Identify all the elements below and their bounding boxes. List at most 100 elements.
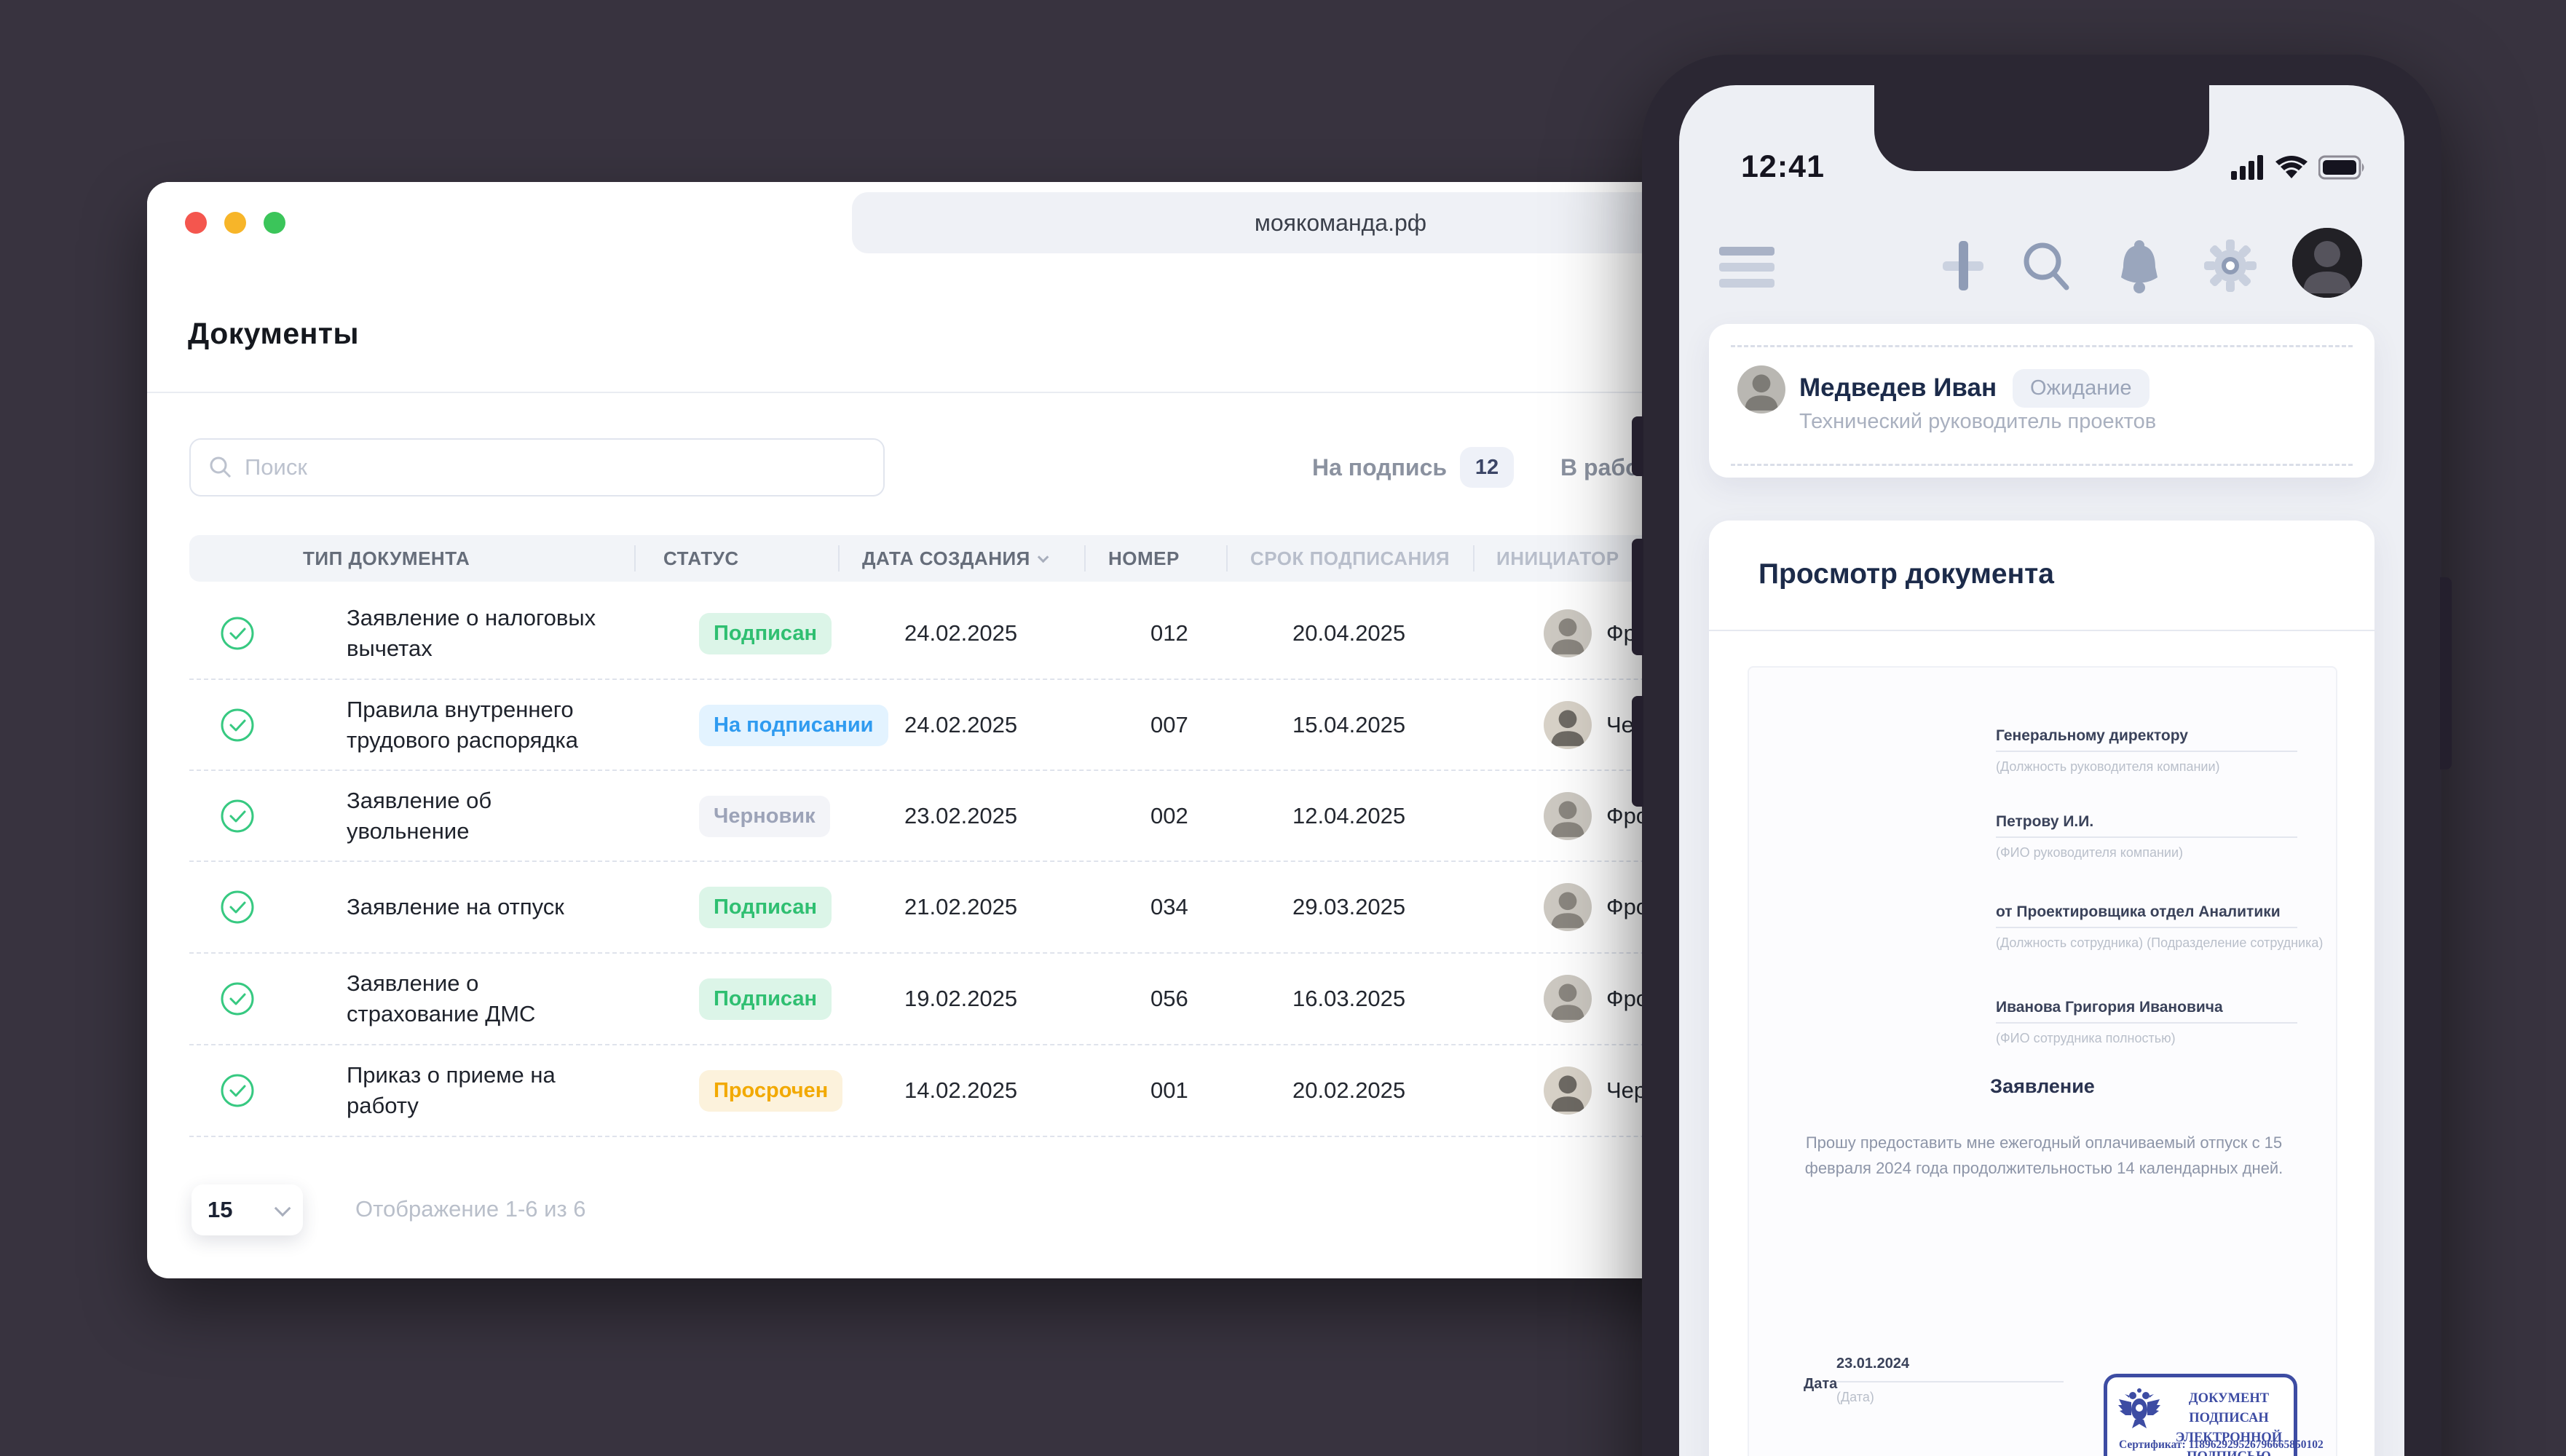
column-deadline: СРОК ПОДПИСАНИЯ <box>1250 547 1450 569</box>
check-circle-icon <box>221 708 254 742</box>
stamp-title-line1: ДОКУМЕНТ ПОДПИСАН <box>2188 1391 2270 1425</box>
deadline-cell: 12.04.2025 <box>1292 803 1406 828</box>
avatar <box>1544 975 1592 1023</box>
number-cell: 001 <box>1150 1077 1188 1103</box>
phone-volume-up-button <box>1632 539 1643 655</box>
check-circle-icon <box>221 799 254 833</box>
status-badge: Просрочен <box>699 1069 843 1112</box>
table-header: ТИП ДОКУМЕНТА СТАТУС ДАТА СОЗДАНИЯ НОМЕР… <box>189 535 1791 582</box>
pagination-summary: Отображение 1-6 из 6 <box>355 1196 586 1222</box>
row-check[interactable] <box>220 862 255 952</box>
doc-field: Генеральному директору (Должность руково… <box>1996 727 2297 775</box>
search-icon <box>210 456 232 478</box>
column-divider <box>1473 545 1475 571</box>
status-badge: Черновик <box>699 795 830 837</box>
doc-type-cell: Заявление о налоговых вычетах <box>347 605 596 661</box>
table-row[interactable]: Заявление на отпуск Подписан 21.02.2025 … <box>189 860 1791 952</box>
column-divider <box>634 545 636 571</box>
digital-signature-stamp: ДОКУМЕНТ ПОДПИСАН ЭЛЕКТРОННОЙ ПОДПИСЬЮ С… <box>2104 1374 2324 1456</box>
table-row[interactable]: Приказ о приеме на работу Просрочен 14.0… <box>189 1044 1791 1136</box>
status-badge: Подписан <box>699 886 832 928</box>
cellular-signal-icon <box>2231 155 2263 180</box>
table-row[interactable]: Правила внутреннего трудового распорядка… <box>189 678 1791 770</box>
tab-on-sign[interactable]: На подпись 12 <box>1312 447 1515 488</box>
phone-screen: 12:41 <box>1679 85 2404 1456</box>
signer-status-badge: Ожидание <box>2013 369 2149 408</box>
address-bar[interactable]: моякоманда.рф <box>852 192 1791 253</box>
deadline-cell: 29.03.2025 <box>1292 894 1406 919</box>
doc-type-cell: Правила внутреннего трудового распорядка <box>347 697 578 753</box>
window-minimize-button[interactable] <box>224 212 246 234</box>
row-check[interactable] <box>220 680 255 770</box>
status-cell: Подписан <box>699 954 832 1044</box>
battery-icon <box>2318 155 2364 180</box>
table-row[interactable]: Заявление об увольнение Черновик 23.02.2… <box>189 769 1791 861</box>
check-circle-icon <box>221 890 254 924</box>
phone-app-header <box>1679 228 2404 311</box>
signer-card[interactable]: Медведев Иван Ожидание Технический руков… <box>1709 324 2374 478</box>
page-size-value: 15 <box>208 1197 233 1222</box>
search-input[interactable] <box>245 454 866 480</box>
doc-type-cell: Приказ о приеме на работу <box>347 1062 556 1118</box>
table-row[interactable]: Заявление о налоговых вычетах Подписан 2… <box>189 587 1791 679</box>
field-underline <box>1996 836 2297 838</box>
column-initiator: ИНИЦИАТОР <box>1496 547 1619 569</box>
row-check[interactable] <box>220 771 255 861</box>
search-icon[interactable] <box>2017 237 2075 295</box>
browser-window: моякоманда.рф Документы На подпись 12 В … <box>147 182 1791 1278</box>
search-box[interactable] <box>189 438 885 496</box>
created-cell: 23.02.2025 <box>904 803 1018 828</box>
window-close-button[interactable] <box>185 212 207 234</box>
address-bar-url: моякоманда.рф <box>1254 209 1427 236</box>
browser-titlebar: моякоманда.рф <box>147 182 1791 264</box>
row-check[interactable] <box>220 1045 255 1136</box>
doc-date-label: Дата <box>1804 1376 1838 1392</box>
notifications-bell-icon[interactable] <box>2110 237 2168 295</box>
doc-type-cell: Заявление об увольнение <box>347 788 492 844</box>
viewer-title: Просмотр документа <box>1758 558 2054 590</box>
column-number: НОМЕР <box>1108 547 1180 569</box>
created-cell: 24.02.2025 <box>904 712 1018 737</box>
column-created[interactable]: ДАТА СОЗДАНИЯ <box>862 535 1049 582</box>
status-bar-time: 12:41 <box>1741 149 1825 184</box>
status-cell: Подписан <box>699 862 832 952</box>
row-check[interactable] <box>220 587 255 679</box>
settings-gear-icon[interactable] <box>2201 237 2259 295</box>
status-badge: На подписании <box>699 704 888 746</box>
avatar <box>1737 365 1785 414</box>
check-circle-icon <box>221 617 254 650</box>
header-divider <box>147 392 1791 393</box>
add-icon[interactable] <box>1934 237 1992 295</box>
phone-mockup: 12:41 <box>1632 55 2452 1456</box>
document-page[interactable]: Генеральному директору (Должность руково… <box>1748 666 2337 1456</box>
avatar <box>1544 883 1592 931</box>
number-cell: 056 <box>1150 986 1188 1011</box>
created-cell: 19.02.2025 <box>904 986 1018 1011</box>
number-cell: 034 <box>1150 894 1188 919</box>
phone-notch <box>1874 85 2209 171</box>
avatar <box>1544 1067 1592 1115</box>
page-size-select[interactable]: 15 <box>192 1184 303 1235</box>
avatar <box>1544 701 1592 749</box>
created-cell: 21.02.2025 <box>904 894 1018 919</box>
number-cell: 007 <box>1150 712 1188 737</box>
stamp-certificate: Сертификат: 118962929526796665850102 <box>2119 1439 2324 1451</box>
phone-power-button <box>2440 577 2452 769</box>
status-bar-icons <box>2231 155 2366 180</box>
chevron-down-icon <box>274 1200 291 1217</box>
field-underline <box>1836 1381 2064 1382</box>
coat-of-arms-eagle-icon <box>2118 1388 2160 1428</box>
doc-field: Иванова Григория Ивановича (ФИО сотрудни… <box>1996 999 2297 1046</box>
signer-name: Медведев Иван <box>1799 373 1997 402</box>
window-zoom-button[interactable] <box>264 212 285 234</box>
on-sign-count-badge: 12 <box>1460 447 1515 488</box>
row-check[interactable] <box>220 954 255 1044</box>
profile-avatar[interactable] <box>2292 228 2362 298</box>
table-row[interactable]: Заявление о страхование ДМС Подписан 19.… <box>189 952 1791 1044</box>
doc-field: от Проектировщика отдел Аналитики (Должн… <box>1996 903 2324 950</box>
stamp-title-line2: ЭЛЕКТРОННОЙ ПОДПИСЬЮ <box>2175 1430 2283 1456</box>
menu-icon[interactable] <box>1719 247 1775 288</box>
created-cell: 24.02.2025 <box>904 620 1018 646</box>
check-circle-icon <box>221 1074 254 1107</box>
page-title: Документы <box>188 317 360 350</box>
